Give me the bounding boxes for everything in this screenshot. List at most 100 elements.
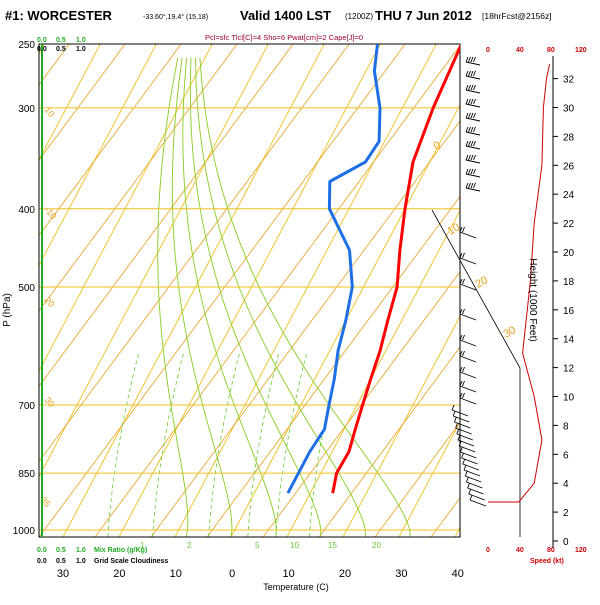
- moist-adiabat-line: [171, 57, 233, 537]
- speed-tick: 40: [516, 47, 524, 54]
- cloud-tick-bottom: 0.5: [56, 558, 66, 565]
- wind-barb: [465, 182, 481, 192]
- height-tick: 2: [563, 508, 569, 519]
- wind-barb: [465, 56, 481, 66]
- moist-adiabat-line: [195, 57, 366, 537]
- wind-barb: [459, 252, 477, 265]
- wind-barb: [451, 404, 469, 417]
- pressure-tick: 300: [18, 104, 35, 115]
- cloud-tick-bottom: 0.5: [56, 547, 66, 554]
- wind-barb: [459, 308, 477, 321]
- height-tick: 6: [563, 450, 569, 461]
- temperature-axis: 30 20 10 0 10 20 30 40: [57, 568, 464, 580]
- y-axis-label: P (hPa): [2, 293, 13, 327]
- isotherm-line: [567, 44, 600, 537]
- speed-tick: 0: [486, 47, 490, 54]
- dry-adiabat-label: 20: [42, 295, 56, 309]
- wind-barb: [465, 98, 481, 108]
- moist-adiabat-line: [189, 57, 322, 537]
- speed-tick: 120: [575, 547, 587, 554]
- wind-barb: [459, 366, 477, 379]
- pressure-tick: 700: [18, 401, 35, 412]
- wind-barb: [458, 440, 476, 453]
- wind-barbs: [451, 56, 487, 507]
- height-tick: 30: [563, 104, 575, 115]
- dry-adiabat-line: [39, 44, 70, 86]
- temperature-tick: 20: [113, 568, 125, 580]
- isotherm-line: [39, 44, 101, 161]
- height-tick: 4: [563, 479, 569, 490]
- moist-label: 10: [446, 221, 463, 238]
- isotherm-line: [230, 103, 460, 537]
- cloud-tick-top: 0.0: [37, 46, 47, 53]
- speed-caption: Speed (kt): [530, 558, 564, 565]
- isotherm-line: [39, 44, 269, 478]
- wind-barb: [467, 482, 484, 495]
- dry-adiabat-label: 30: [42, 395, 56, 409]
- dry-adiabat-line: [318, 346, 460, 537]
- speed-tick: 40: [516, 547, 524, 554]
- speed-tick: 80: [547, 547, 555, 554]
- valid-utc: (1200Z): [345, 12, 373, 21]
- dry-adiabat-line: [94, 44, 460, 537]
- height-tick: 18: [563, 277, 575, 288]
- wind-barb: [461, 452, 478, 465]
- dry-adiabat-label: 10: [42, 105, 56, 119]
- temperature-tick: 30: [57, 568, 69, 580]
- isotherm-line: [398, 420, 460, 537]
- valid-date: THU 7 Jun 2012: [375, 8, 472, 23]
- cloud-tick-top: 0.5: [56, 46, 66, 53]
- dry-adiabat-line: [150, 120, 460, 537]
- pressure-tick: 250: [18, 40, 35, 51]
- background-lines: [0, 0, 600, 537]
- height-tick: 0: [563, 537, 569, 548]
- wind-barb: [459, 446, 477, 459]
- pressure-tick: 1000: [13, 526, 36, 537]
- temperature-tick: 40: [452, 568, 464, 580]
- dry-adiabat-line: [0, 0, 167, 537]
- dry-adiabat-line: [262, 271, 460, 537]
- moist-adiabat-line: [157, 57, 189, 537]
- dry-adiabat-label: 0: [432, 139, 443, 152]
- isotherm-line: [511, 44, 600, 537]
- dry-adiabat-line: [0, 0, 111, 537]
- valid-time: Valid 1400 LST: [240, 8, 331, 23]
- isotherm-line: [342, 315, 460, 537]
- dry-adiabat-line: [39, 44, 406, 537]
- height-tick: 20: [563, 248, 575, 259]
- pressure-tick: 850: [18, 469, 35, 480]
- wind-barb: [462, 458, 479, 471]
- wind-barb: [469, 494, 487, 507]
- dry-adiabat-line: [0, 0, 55, 537]
- wind-barb: [463, 464, 481, 477]
- pressure-axis: 250 300 400 500 700 850 1000: [13, 40, 36, 537]
- moist-adiabat-line: [182, 57, 277, 537]
- wind-barb: [459, 392, 477, 405]
- cloudiness-caption: Grid Scale Cloudiness: [94, 558, 168, 565]
- moist-adiabat-line: [199, 57, 411, 537]
- dry-adiabat-line: [487, 0, 600, 537]
- isotherm-line: [174, 44, 437, 537]
- isotherm-line: [118, 44, 381, 537]
- height-axis-label: Height (1000 Feet): [527, 258, 538, 341]
- mixing-ratio-line: [152, 350, 185, 537]
- wind-barb: [465, 126, 481, 136]
- height-tick: 26: [563, 161, 575, 172]
- wind-barb: [453, 416, 471, 429]
- height-tick: 24: [563, 190, 575, 201]
- wind-barb: [468, 488, 485, 501]
- wind-region-border: [431, 209, 521, 537]
- mixing-ratio-line: [208, 350, 241, 537]
- wind-barb: [465, 112, 481, 122]
- speed-tick: 80: [547, 47, 555, 54]
- mix-ratio-label: 20: [372, 541, 381, 550]
- wind-barb: [452, 410, 470, 423]
- speed-tick: 120: [575, 47, 587, 54]
- wind-barb: [459, 350, 477, 363]
- moist-label: 20: [474, 274, 491, 291]
- pressure-tick: 400: [18, 205, 35, 216]
- wind-barb: [465, 84, 481, 94]
- wind-barb: [465, 168, 481, 178]
- wind-barb: [456, 428, 473, 441]
